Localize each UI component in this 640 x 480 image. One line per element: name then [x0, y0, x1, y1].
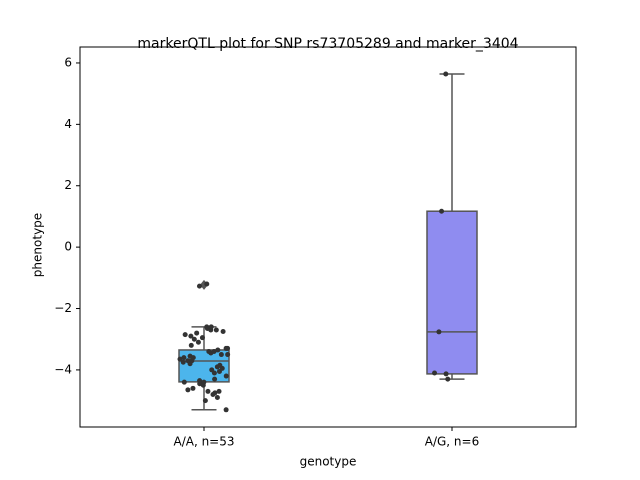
point	[223, 373, 229, 379]
point	[185, 358, 191, 364]
x-tick-label: A/G, n=6	[425, 435, 479, 449]
point	[181, 379, 187, 385]
point	[220, 329, 226, 335]
point	[218, 352, 224, 358]
point	[212, 376, 218, 382]
point	[214, 395, 220, 401]
point	[212, 390, 218, 396]
point	[182, 332, 188, 338]
point	[206, 348, 212, 354]
point	[223, 345, 229, 351]
chart-title: markerQTL plot for SNP rs73705289 and ma…	[137, 36, 518, 52]
point	[202, 398, 208, 404]
point	[191, 336, 197, 342]
point	[185, 387, 191, 393]
point	[215, 347, 221, 353]
point	[439, 208, 445, 214]
point	[204, 324, 210, 330]
point	[432, 370, 438, 376]
point	[223, 407, 229, 413]
point	[196, 283, 202, 289]
point	[188, 342, 194, 348]
point	[195, 339, 201, 345]
point	[190, 355, 196, 361]
plot-frame	[79, 46, 577, 428]
x-tick-label: A/A, n=53	[173, 435, 234, 449]
x-axis-label: genotype	[300, 455, 357, 469]
y-tick-label: 0	[64, 240, 72, 254]
point	[217, 362, 223, 368]
point	[180, 359, 186, 365]
point	[209, 367, 215, 373]
y-tick-label: 6	[64, 55, 72, 69]
point	[211, 348, 217, 354]
point	[443, 71, 449, 77]
point	[436, 329, 442, 335]
point	[445, 376, 451, 382]
point	[197, 378, 203, 384]
point	[194, 330, 200, 336]
box	[426, 210, 478, 375]
y-axis-label: phenotype	[31, 213, 45, 277]
point	[181, 355, 187, 361]
point	[225, 352, 231, 358]
point	[213, 327, 219, 333]
point	[204, 281, 210, 287]
y-tick-label: 4	[64, 117, 72, 131]
point	[190, 385, 196, 391]
point	[205, 388, 211, 394]
point	[177, 356, 183, 362]
point	[188, 333, 194, 339]
point	[208, 324, 214, 330]
point	[216, 388, 222, 394]
y-tick-label: 2	[64, 178, 72, 192]
point	[201, 379, 207, 385]
point	[443, 371, 449, 377]
y-tick-label: −2	[54, 301, 72, 315]
y-tick-label: −4	[54, 362, 72, 376]
point	[199, 335, 205, 341]
